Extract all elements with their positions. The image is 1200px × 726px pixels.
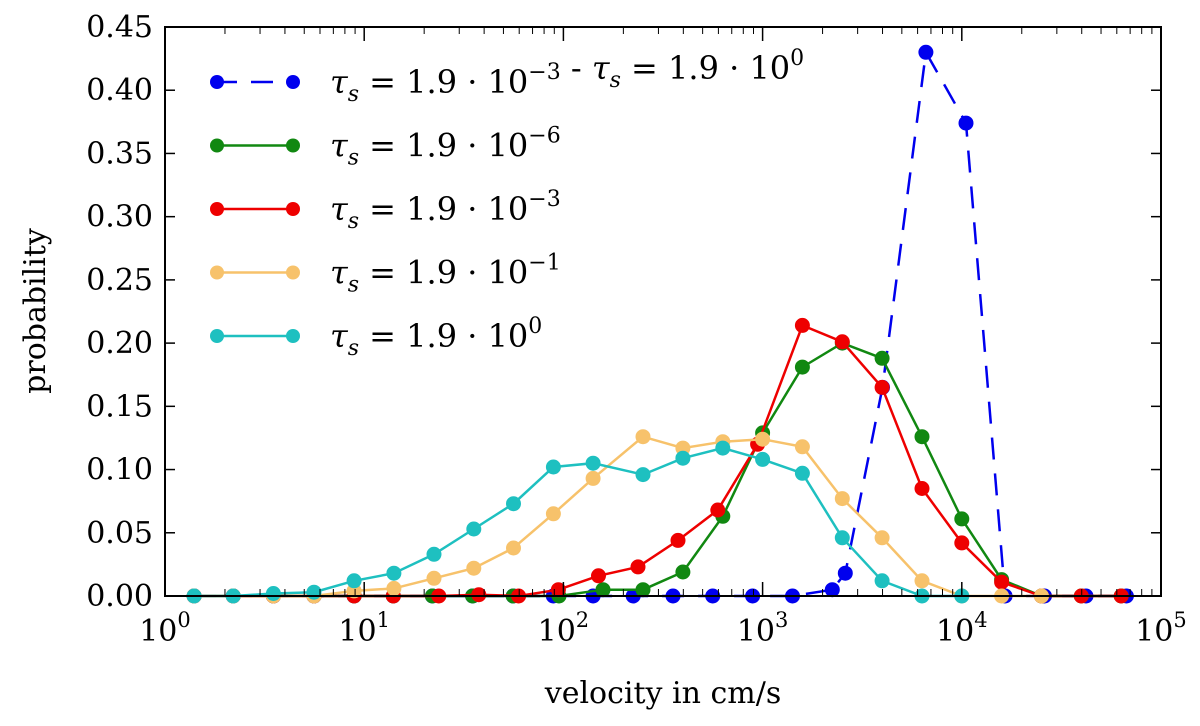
- series-layer: [186, 44, 1134, 604]
- series-4-point: [874, 573, 890, 589]
- series-2-point: [954, 535, 970, 551]
- series-4-point: [545, 459, 561, 475]
- series-3-point: [545, 506, 561, 522]
- series-3-point: [426, 570, 442, 586]
- series-2-point: [630, 559, 646, 575]
- y-tick-label: 0.10: [86, 453, 153, 488]
- legend-marker: [210, 138, 224, 153]
- x-tick-label: 103: [737, 608, 789, 649]
- series-3-point: [466, 560, 482, 576]
- series-4-point: [426, 546, 442, 562]
- series-0-point: [958, 115, 974, 131]
- series-3-point: [386, 580, 402, 596]
- x-tick-label: 105: [1135, 608, 1187, 649]
- y-tick-label: 0.40: [86, 73, 153, 108]
- legend-label: τs = 1.9 · 10−1: [330, 251, 561, 298]
- series-2-point: [834, 334, 850, 350]
- series-3-line: [194, 435, 1042, 598]
- x-tick-label: 102: [538, 608, 590, 649]
- legend-marker: [210, 75, 224, 89]
- series-4-point: [386, 565, 402, 581]
- x-tick-label: 100: [139, 608, 191, 649]
- series-4-point: [794, 465, 810, 481]
- series-4-point: [635, 467, 651, 483]
- series-0-point: [918, 44, 934, 60]
- y-tick-label: 0.00: [86, 579, 153, 614]
- legend-label: τs = 1.9 · 10−6: [330, 124, 561, 171]
- series-4-point: [265, 586, 281, 601]
- x-axis-label: velocity in cm/s: [544, 676, 782, 711]
- series-3-point: [585, 470, 601, 486]
- labels-layer: 0.00 0.05 0.10 0.15 0.20 0.25 0.30 0.35 0.40 0.45…: [86, 10, 1187, 649]
- series-4-point: [506, 496, 521, 512]
- x-tick-label: 104: [936, 608, 988, 649]
- legend-entry-2: τs = 1.9 · 10−3: [210, 187, 561, 234]
- series-2-point: [914, 481, 930, 496]
- series-2-point: [794, 317, 810, 333]
- series-0-point: [824, 582, 840, 598]
- y-tick-label: 0.20: [86, 326, 153, 361]
- y-tick-label: 0.25: [86, 263, 153, 298]
- legend-marker: [286, 202, 300, 216]
- y-tick-label: 0.35: [86, 136, 153, 171]
- legend-entry-3: τs = 1.9 · 10−1: [210, 251, 561, 298]
- series-1-point: [914, 429, 930, 445]
- series-4-point: [466, 521, 482, 537]
- series-4-point: [306, 584, 322, 600]
- legend-marker: [286, 138, 300, 153]
- series-1-point: [635, 582, 651, 598]
- legend-marker: [210, 202, 224, 216]
- y-tick-label: 0.05: [86, 516, 153, 551]
- series-4-point: [585, 455, 601, 471]
- series-1-point: [954, 511, 970, 527]
- series-3-point: [635, 429, 651, 445]
- legend-label: τs = 1.9 · 100: [330, 314, 542, 361]
- series-4-point: [755, 451, 771, 467]
- series-4-point: [834, 530, 850, 546]
- series-1-point: [675, 564, 691, 580]
- x-tick-label: 101: [338, 608, 390, 649]
- series-3-point: [506, 540, 521, 556]
- series-3-point: [834, 491, 850, 507]
- legend-marker: [286, 75, 300, 89]
- plot-frame: [164, 26, 1162, 597]
- legend-label: τs = 1.9 · 10−3: [330, 187, 561, 234]
- legend-marker: [210, 265, 224, 280]
- series-4-point: [715, 440, 731, 456]
- series-4-point: [675, 450, 691, 466]
- series-3-point: [755, 431, 771, 447]
- series-3: [186, 429, 1049, 604]
- y-tick-label: 0.30: [86, 200, 153, 235]
- series-2-point: [471, 587, 487, 603]
- y-tick-label: 0.15: [86, 389, 153, 424]
- series-2-point: [591, 568, 606, 584]
- series-0-point: [837, 565, 853, 581]
- legend-label: τs = 1.9 · 10−3 - τs = 1.9 · 100: [330, 46, 804, 107]
- ticks-layer: [164, 26, 1162, 597]
- series-3-point: [914, 573, 930, 589]
- series-2-point: [874, 379, 890, 395]
- series-2-point: [994, 574, 1010, 590]
- series-4-point: [346, 573, 362, 589]
- series-1-point: [595, 582, 611, 598]
- series-3-point: [874, 530, 890, 546]
- legend-entry-0: τs = 1.9 · 10−3 - τs = 1.9 · 100: [210, 46, 804, 107]
- series-1-point: [794, 359, 810, 375]
- legend-marker: [210, 329, 224, 343]
- y-tick-label: 0.45: [86, 10, 153, 45]
- legend-marker: [286, 329, 300, 343]
- legend-entry-4: τs = 1.9 · 100: [210, 314, 542, 361]
- series-3-point: [794, 439, 810, 455]
- y-axis-label: probability: [18, 228, 53, 394]
- legend: τs = 1.9 · 10−3 - τs = 1.9 · 100 τs = 1.9…: [210, 46, 804, 361]
- legend-marker: [286, 265, 300, 280]
- legend-entry-1: τs = 1.9 · 10−6: [210, 124, 561, 171]
- series-2-point: [710, 502, 726, 518]
- series-1-point: [874, 350, 890, 366]
- series-2-point: [670, 532, 686, 548]
